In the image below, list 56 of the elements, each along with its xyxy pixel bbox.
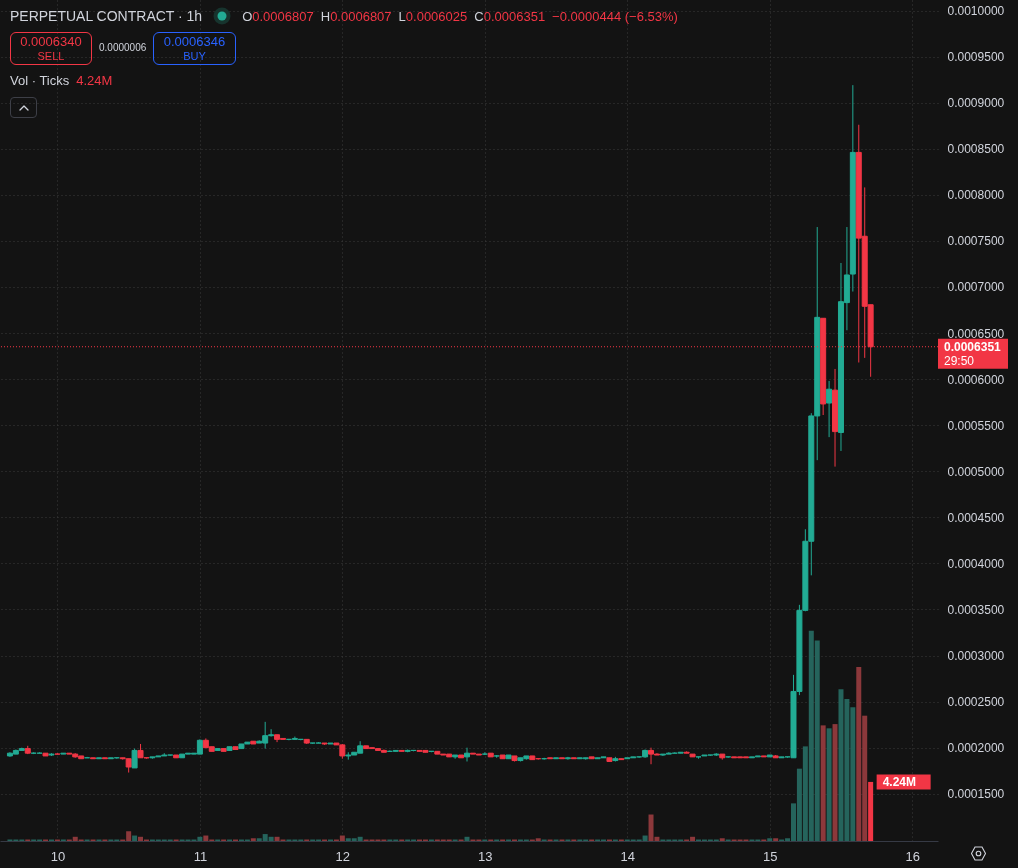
y-tick-label: 0.0009000	[947, 96, 1005, 111]
bar	[773, 838, 779, 841]
ref-line-label: 0.0006351	[944, 339, 1002, 354]
x-tick-label: 15	[763, 848, 778, 864]
x-tick-label: 16	[905, 848, 920, 864]
y-tick-label: 0.0007000	[947, 280, 1005, 295]
bar	[719, 838, 725, 841]
bar	[132, 835, 138, 841]
bar	[464, 836, 470, 841]
annotation: H0.0006807	[320, 8, 392, 24]
y-tick-label: 0.0005000	[947, 464, 1005, 479]
y-tick-label: 0.0005500	[947, 418, 1005, 433]
y-tick-label: 0.0010000	[947, 4, 1005, 18]
y-tick-label: 0.0004500	[947, 510, 1005, 525]
annotation: Vol · Ticks	[10, 73, 70, 88]
bar	[868, 781, 874, 841]
y-tick-label: 0.0003500	[947, 602, 1005, 617]
bar	[767, 838, 773, 841]
x-tick-label: 14	[620, 848, 636, 864]
annotation: −0.0000444 (−6.53%)	[552, 8, 678, 24]
buy-button: 0.0006346 BUY	[153, 32, 236, 65]
annotation: O0.0006807	[242, 8, 314, 24]
bar	[832, 724, 838, 841]
y-tick-label: 0.0004000	[947, 556, 1005, 571]
y-tick-label: 0.0008000	[947, 188, 1005, 203]
y-tick-label: 0.0008500	[947, 142, 1005, 157]
y-tick-label: 0.0007500	[947, 234, 1005, 249]
annotation: 4.24M	[882, 774, 916, 789]
y-tick-label: 0.0006500	[947, 326, 1005, 341]
y-tick-label: 0.0002000	[947, 741, 1005, 756]
candlestick	[131, 748, 138, 769]
y-tick-label: 0.0002500	[947, 695, 1005, 710]
annotation: 0.0006340	[20, 33, 82, 50]
sell-button: 0.0006340 SELL	[10, 32, 92, 65]
text: PERPETUAL CONTRACT · 1h	[10, 8, 203, 24]
annotation: C0.0006351	[474, 8, 546, 24]
text: 29:50	[944, 353, 975, 368]
annotation: BUY	[183, 49, 206, 63]
x-tick-label: 13	[478, 848, 493, 864]
candlestick	[826, 380, 833, 438]
x-tick-label: 12	[335, 848, 351, 864]
bar	[820, 725, 826, 841]
y-tick-label: 0.0003000	[947, 649, 1005, 664]
x-tick-label: 11	[193, 848, 208, 864]
y-tick-label: 0.0001500	[947, 787, 1005, 802]
x-tick-label: 10	[50, 848, 66, 864]
annotation: SELL	[37, 49, 65, 63]
candlestick	[464, 747, 471, 762]
annotation: 0.0000006	[99, 42, 147, 53]
annotation: L0.0006025	[398, 8, 468, 24]
bar	[826, 728, 832, 841]
y-tick-label: 0.0006000	[947, 372, 1005, 387]
bar	[250, 838, 256, 841]
annotation: 0.0006346	[163, 33, 226, 50]
y-tick-label: 0.0009500	[947, 50, 1005, 65]
annotation: 4.24M	[76, 73, 113, 88]
